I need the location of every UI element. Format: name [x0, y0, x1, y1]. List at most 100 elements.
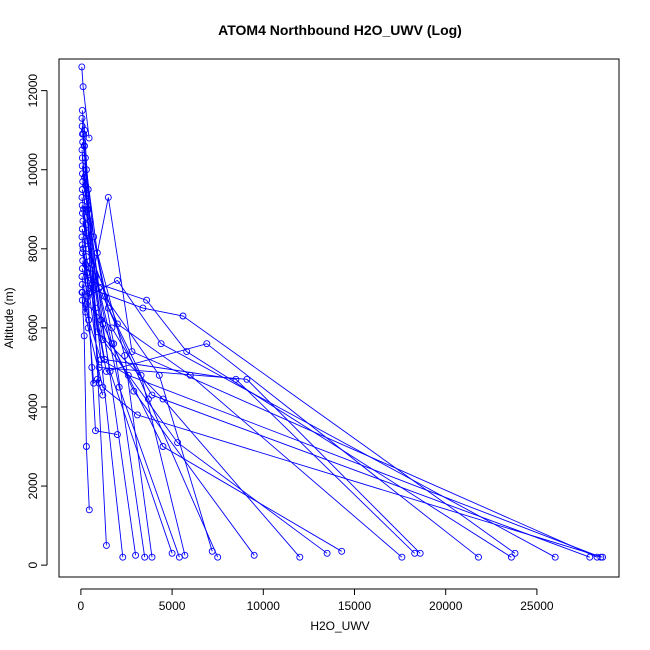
data-point: [85, 506, 93, 514]
data-point: [99, 383, 107, 391]
data-point: [85, 284, 93, 292]
data-point: [141, 553, 149, 561]
data-point: [80, 332, 88, 340]
y-tick-label: 4000: [26, 393, 40, 420]
data-point: [90, 379, 98, 387]
x-axis: 0 5000 10000 15000 20000 25000: [78, 588, 554, 613]
data-point: [186, 371, 194, 379]
y-tick-label: 12000: [26, 74, 40, 108]
series-line-2: [81, 110, 107, 546]
y-tick-label: 10000: [26, 153, 40, 187]
data-point: [84, 237, 92, 245]
series-line-10: [82, 173, 213, 552]
data-point: [85, 245, 93, 253]
data-point: [82, 253, 90, 261]
data-point: [250, 551, 258, 559]
data-point: [80, 205, 88, 213]
data-point: [81, 174, 88, 182]
data-point: [78, 122, 86, 130]
data-point: [78, 193, 86, 201]
data-point: [83, 213, 91, 221]
data-point: [104, 304, 112, 312]
data-point: [97, 356, 105, 363]
data-point: [81, 154, 89, 162]
data-point: [593, 553, 601, 561]
data-point: [79, 138, 87, 146]
data-point: [243, 375, 251, 383]
data-point: [159, 443, 167, 450]
data-point: [92, 427, 99, 435]
data-point: [84, 205, 92, 213]
data-point: [157, 340, 165, 348]
data-point: [79, 245, 87, 253]
data-point: [79, 257, 87, 265]
data-point: [78, 225, 86, 233]
data-point: [95, 284, 103, 292]
data-point: [97, 316, 105, 324]
data-point: [78, 241, 86, 249]
series-line-25: [82, 292, 601, 558]
data-point: [179, 312, 187, 320]
chart-title: ATOM4 Northbound H2O_UWV (Log): [218, 22, 462, 38]
data-point: [86, 265, 94, 273]
y-tick-label: 8000: [26, 235, 40, 262]
data-point: [411, 549, 419, 557]
data-point: [139, 304, 147, 312]
data-point: [132, 551, 140, 559]
data-point: [599, 553, 607, 561]
data-lines: [81, 66, 603, 558]
data-point: [108, 340, 116, 348]
y-axis: 0 2000 4000 6000 8000 10000 12000: [26, 74, 48, 568]
data-point: [155, 371, 163, 379]
data-point: [79, 130, 86, 138]
data-point: [79, 178, 87, 186]
data-point: [102, 367, 110, 375]
data-point: [137, 371, 145, 379]
y-tick-label: 6000: [26, 314, 40, 341]
data-point: [416, 549, 424, 557]
data-point: [398, 553, 406, 561]
series-line-1: [81, 66, 90, 139]
data-point: [119, 553, 127, 561]
data-point: [99, 336, 107, 344]
data-point: [95, 363, 103, 371]
data-point: [208, 547, 216, 555]
data-point: [323, 549, 331, 557]
data-point: [79, 249, 86, 257]
x-tick-label: 5000: [159, 599, 186, 613]
data-point: [78, 63, 86, 71]
series-line-17: [81, 228, 416, 554]
data-point: [93, 328, 101, 336]
data-point: [78, 280, 86, 288]
data-point: [108, 324, 116, 332]
data-point: [92, 304, 99, 312]
data-point: [78, 201, 86, 209]
data-point: [110, 340, 118, 348]
series-line-19: [81, 244, 479, 558]
data-point: [83, 197, 91, 205]
data-point: [144, 395, 152, 403]
data-point: [106, 367, 114, 375]
plot-frame: [58, 58, 620, 578]
data-point: [79, 83, 87, 91]
data-point: [79, 217, 87, 225]
data-point: [101, 292, 109, 300]
data-point: [82, 189, 90, 197]
data-point: [95, 379, 103, 387]
x-axis-label: H2O_UWV: [310, 619, 369, 633]
data-point: [78, 114, 86, 122]
x-tick-label: 15000: [338, 599, 372, 613]
data-points: [78, 63, 607, 561]
data-point: [84, 292, 92, 300]
data-point: [586, 553, 594, 561]
data-point: [159, 395, 167, 403]
data-point: [78, 265, 86, 273]
data-point: [78, 186, 86, 193]
data-point: [296, 553, 304, 561]
data-point: [214, 553, 222, 561]
data-point: [78, 154, 86, 162]
data-point: [232, 375, 240, 383]
data-point: [551, 553, 559, 561]
data-point: [82, 166, 90, 174]
